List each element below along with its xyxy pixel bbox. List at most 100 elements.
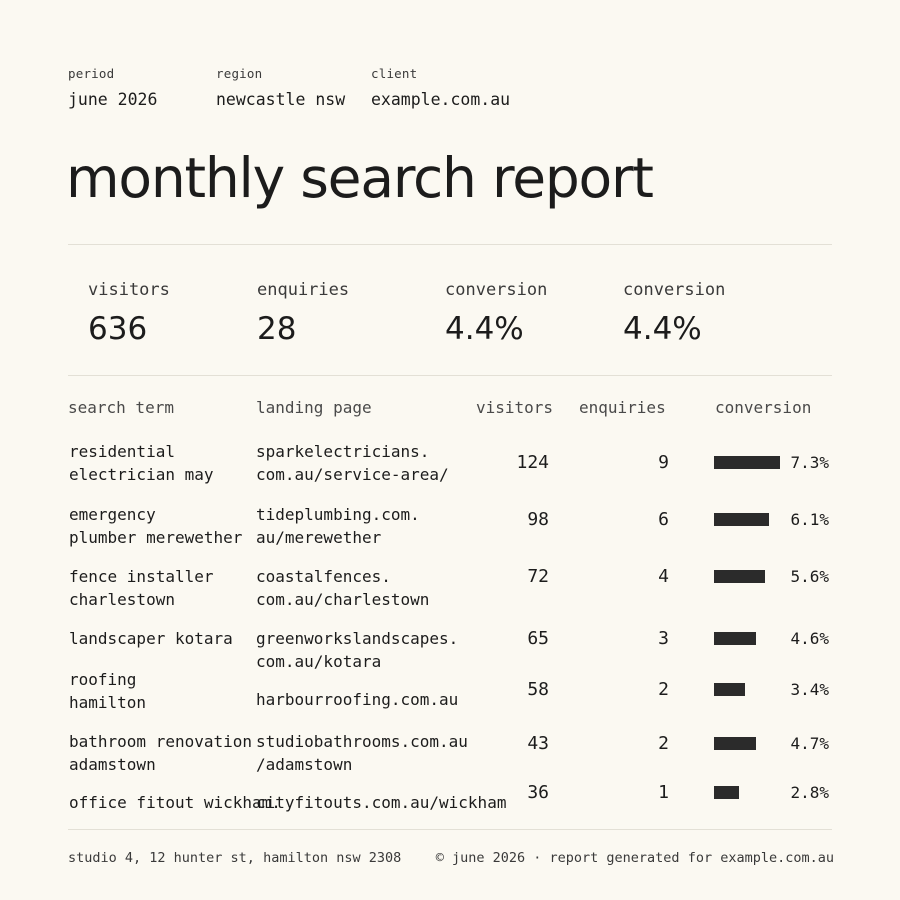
kpi-enquiries: enquiries 28 [257,280,349,347]
landing-page-line: greenworkslandscapes. [256,629,459,648]
client-value: example.com.au [371,90,511,109]
conversion-cell: 4.6% [790,629,829,648]
landing-page-line: com.au/charlestown [256,590,430,609]
landing-page: sparkelectricians. com.au/service-area/ [256,440,449,486]
enquiries-cell: 3 [658,628,669,649]
visitors-cell: 43 [527,733,549,754]
kpi-label: conversion [623,280,726,300]
kpi-value: 4.4% [445,311,524,347]
divider [68,244,832,245]
search-term: emergency plumber merewether [69,503,242,549]
search-term: landscaper kotara [69,627,233,650]
landing-page: cityfitouts.com.au/wickham [256,791,506,814]
search-term-line: bathroom renovation [69,732,253,751]
conversion-cell: 5.6% [790,567,829,586]
conversion-cell: 7.3% [790,453,829,472]
search-term-line: electrician may [69,465,214,484]
landing-page: tideplumbing.com. au/merewether [256,503,420,549]
enquiries-cell: 2 [658,679,669,700]
footer-address: studio 4, 12 hunter st, hamilton nsw 230… [68,850,402,866]
client-label: client [371,66,418,81]
kpi-value: 636 [88,311,148,347]
conversion-bar [714,513,769,526]
visitors-cell: 98 [527,509,549,530]
enquiries-cell: 4 [658,566,669,587]
visitors-cell: 58 [527,679,549,700]
landing-page-line: studiobathrooms.com.au [256,732,468,751]
conversion-bar [714,786,739,799]
period-label: period [68,66,115,81]
meta-client: client example.com.au [371,66,510,109]
meta-region: region newcastle nsw [216,66,371,109]
landing-page-line: tideplumbing.com. [256,505,420,524]
conversion-cell: 2.8% [790,783,829,802]
conversion-cell: 4.7% [790,734,829,753]
landing-page-line: com.au/service-area/ [256,465,449,484]
enquiries-cell: 2 [658,733,669,754]
conversion-cell: 3.4% [790,680,829,699]
header-visitors: visitors [476,398,554,417]
search-term: office fitout wickham. [69,791,281,814]
search-term: residential electrician may [69,440,214,486]
landing-page: harbourroofing.com.au [256,688,458,711]
divider [68,375,832,376]
header-search-term: search term [68,398,174,417]
search-term-line: adamstown [69,755,156,774]
kpi-label: conversion [445,280,548,300]
landing-page: coastalfences. com.au/charlestown [256,565,429,611]
search-term-line: plumber merewether [69,528,243,547]
search-term-line: roofing [69,670,137,689]
kpi-conversion: conversion 4.4% [445,280,547,347]
landing-page-line: cityfitouts.com.au/wickham [256,793,507,812]
conversion-bar [714,570,765,583]
search-term: bathroom renovation adamstown [69,730,252,776]
conversion-bar [714,632,756,645]
search-term: fence installer charlestown [69,565,214,611]
enquiries-cell: 6 [658,509,669,530]
search-term: roofing hamilton [69,668,146,714]
header-landing-page: landing page [256,398,372,417]
search-term-line: emergency [69,505,156,524]
header-conversion: conversion [715,398,812,417]
landing-page-line: harbourroofing.com.au [256,690,459,709]
footer-note: © june 2026 · report generated for examp… [435,850,834,866]
search-term-line: hamilton [69,693,147,712]
conversion-bar [714,683,745,696]
landing-page-line: /adamstown [256,755,353,774]
kpi-conversion-repeat: conversion 4.4% [623,280,725,347]
search-term-line: landscaper kotara [69,629,233,648]
visitors-cell: 65 [527,628,549,649]
enquiries-cell: 9 [658,452,669,473]
page-title: monthly search report [66,146,654,210]
landing-page: studiobathrooms.com.au/adamstown [256,730,468,776]
kpi-value: 4.4% [623,311,702,347]
landing-page-line: com.au/kotara [256,652,382,671]
search-term-line: charlestown [69,590,175,609]
conversion-bar [714,456,780,469]
kpi-label: enquiries [257,280,350,300]
divider [68,829,832,830]
visitors-cell: 124 [516,452,549,473]
kpi-visitors: visitors 636 [88,280,170,347]
meta-period: period june 2026 [68,66,216,109]
conversion-bar [714,737,756,750]
kpi-value: 28 [257,311,297,347]
region-label: region [216,66,263,81]
enquiries-cell: 1 [658,782,669,803]
landing-page: greenworkslandscapes. com.au/kotara [256,627,458,673]
report-meta: period june 2026 region newcastle nsw cl… [68,66,510,109]
kpi-label: visitors [88,280,170,300]
search-term-line: office fitout wickham. [69,793,281,812]
landing-page-line: sparkelectricians. [256,442,430,461]
conversion-cell: 6.1% [790,510,829,529]
landing-page-line: au/merewether [256,528,382,547]
region-value: newcastle nsw [216,90,346,109]
header-enquiries: enquiries [579,398,666,417]
landing-page-line: coastalfences. [256,567,391,586]
period-value: june 2026 [68,90,158,109]
visitors-cell: 72 [527,566,549,587]
search-term-line: fence installer [69,567,214,586]
visitors-cell: 36 [527,782,549,803]
search-term-line: residential [69,442,175,461]
